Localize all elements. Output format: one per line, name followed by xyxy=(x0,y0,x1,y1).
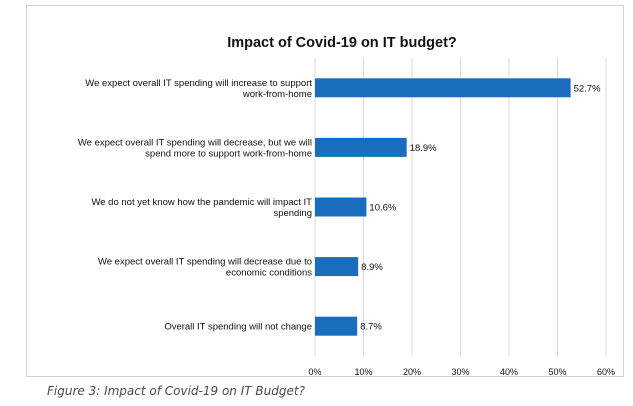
category-label-line: We do not yet know how the pandemic will… xyxy=(91,197,312,208)
x-tick-label: 40% xyxy=(500,367,518,377)
x-tick-label: 10% xyxy=(354,367,372,377)
bar xyxy=(315,137,407,157)
data-label: 10.6% xyxy=(369,203,396,214)
chart-title: Impact of Covid-19 on IT budget? xyxy=(227,35,457,51)
x-tick-label: 60% xyxy=(597,367,615,377)
data-label: 18.9% xyxy=(410,143,437,154)
bar xyxy=(315,197,367,217)
category-label: We expect overall IT spending will decre… xyxy=(98,257,312,279)
value-labels: 52.7% 18.9% 10.6% 8.9% 8.7% xyxy=(360,83,601,332)
category-label: We do not yet know how the pandemic will… xyxy=(91,197,312,219)
category-label-line: work-from-home xyxy=(242,89,312,100)
bar xyxy=(315,316,358,336)
bar xyxy=(315,78,571,98)
data-label: 8.7% xyxy=(360,322,382,333)
category-label-line: We expect overall IT spending will incre… xyxy=(85,78,312,89)
chart-frame xyxy=(26,5,624,377)
category-label: We expect overall IT spending will incre… xyxy=(85,78,312,100)
x-tick-label: 30% xyxy=(451,367,469,377)
category-label: We expect overall IT spending will decre… xyxy=(78,137,312,159)
category-label-line: spend more to support work-from-home xyxy=(145,148,312,159)
category-label: Overall IT spending will not change xyxy=(164,322,312,333)
bar xyxy=(315,257,359,277)
category-label-line: spending xyxy=(273,208,312,219)
data-label: 8.9% xyxy=(361,262,383,273)
category-label-line: We expect overall IT spending will decre… xyxy=(78,137,312,148)
x-tick-label: 20% xyxy=(403,367,421,377)
bars xyxy=(315,78,571,336)
category-labels: We expect overall IT spending will incre… xyxy=(78,78,312,333)
figure-caption: Figure 3: Impact of Covid-19 on IT Budge… xyxy=(47,384,305,398)
x-axis-ticks: 0% 10% 20% 30% 40% 50% 60% xyxy=(308,367,615,377)
category-label-line: We expect overall IT spending will decre… xyxy=(98,257,312,268)
category-label-line: economic conditions xyxy=(226,268,312,279)
category-label-line: Overall IT spending will not change xyxy=(164,322,312,333)
data-label: 52.7% xyxy=(574,83,601,94)
x-tick-label: 50% xyxy=(548,367,566,377)
x-tick-label: 0% xyxy=(308,367,321,377)
gridlines xyxy=(314,58,607,356)
